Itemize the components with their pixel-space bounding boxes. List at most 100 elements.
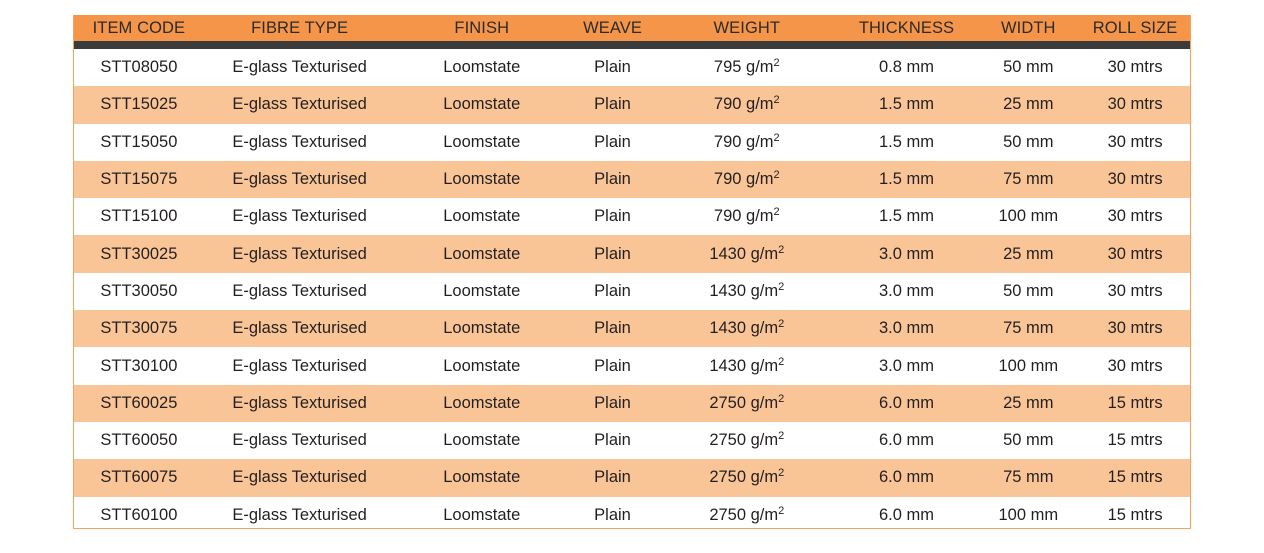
table-row: STT60050 E-glass Texturised Loomstate Plain… — [74, 422, 1190, 459]
roll-size-cell: 30 mtrs — [1107, 356, 1163, 375]
roll-size-cell: 30 mtrs — [1107, 207, 1163, 226]
weave-cell: Plain — [594, 393, 631, 412]
weight-value: 2750 — [709, 505, 747, 524]
weave-cell: Plain — [594, 244, 631, 263]
weight-cell: 2750 g/m2 — [657, 468, 837, 487]
thickness-cell: 0.8 mm — [878, 58, 934, 77]
weave-cell: Plain — [594, 281, 631, 300]
weight-unit: g/m — [746, 207, 774, 226]
fibre-type-cell: E-glass Texturised — [232, 170, 367, 189]
table-row: STT30050 E-glass Texturised Loomstate Plain… — [74, 273, 1190, 310]
weight-cell: 1430 g/m2 — [657, 243, 837, 264]
fibre-type-cell: E-glass Texturised — [232, 95, 367, 114]
table-row: STT30025 E-glass Texturised Loomstate Plain… — [74, 235, 1190, 273]
width-cell: 50 mm — [1003, 132, 1054, 151]
weave-cell: Plain — [594, 58, 631, 77]
weight-value: 2750 — [709, 468, 747, 487]
weight-unit-exponent: 2 — [778, 504, 785, 517]
fibre-type-cell: E-glass Texturised — [232, 431, 367, 450]
finish-cell: Loomstate — [443, 281, 521, 300]
table-row: STT08050 E-glass Texturised Loomstate Plain… — [74, 49, 1190, 86]
weight-unit: g/m — [750, 244, 779, 263]
finish-cell: Loomstate — [443, 468, 521, 487]
weight-cell: 1430 g/m2 — [657, 356, 837, 376]
finish-cell: Loomstate — [443, 58, 521, 77]
table-row: STT15075 E-glass Texturised Loomstate Plain… — [74, 160, 1190, 199]
table-row: STT30075 E-glass Texturised Loomstate Plain… — [74, 310, 1190, 348]
header-weave: WEAVE — [583, 18, 642, 37]
fibre-type-cell: E-glass Texturised — [232, 319, 367, 338]
header-weight: WEIGHT — [713, 18, 781, 37]
weave-cell: Plain — [594, 431, 631, 450]
weight-unit-exponent: 2 — [773, 206, 780, 219]
item-code-cell: STT30050 — [100, 281, 178, 300]
thickness-cell: 6.0 mm — [878, 393, 934, 412]
weight-unit: g/m — [750, 431, 779, 450]
header-fibre-type: FIBRE TYPE — [251, 18, 349, 37]
width-cell: 50 mm — [1003, 281, 1054, 300]
header-roll-size: ROLL SIZE — [1092, 18, 1178, 37]
weight-cell: 790 g/m2 — [657, 207, 837, 226]
weight-unit-exponent: 2 — [773, 57, 780, 70]
thickness-cell: 3.0 mm — [878, 356, 934, 375]
finish-cell: Loomstate — [443, 207, 521, 226]
weight-unit: g/m — [750, 505, 779, 524]
finish-cell: Loomstate — [443, 170, 521, 189]
weight-value: 790 — [713, 207, 742, 226]
roll-size-cell: 30 mtrs — [1107, 281, 1163, 300]
weight-value: 1430 — [709, 319, 747, 338]
roll-size-cell: 15 mtrs — [1107, 431, 1163, 450]
thickness-cell: 3.0 mm — [878, 244, 934, 263]
weave-cell: Plain — [594, 356, 631, 375]
weight-unit: g/m — [750, 356, 779, 375]
width-cell: 25 mm — [1003, 95, 1054, 114]
weight-cell: 1430 g/m2 — [657, 280, 837, 301]
weight-unit: g/m — [750, 319, 779, 338]
table-row: STT60075 E-glass Texturised Loomstate Plain… — [74, 459, 1190, 497]
finish-cell: Loomstate — [443, 95, 521, 114]
width-cell: 75 mm — [1003, 468, 1054, 487]
weight-unit-exponent: 2 — [778, 318, 785, 331]
fibre-type-cell: E-glass Texturised — [232, 207, 367, 226]
finish-cell: Loomstate — [443, 431, 521, 450]
width-cell: 25 mm — [1003, 244, 1054, 263]
item-code-cell: STT60025 — [100, 393, 178, 412]
weight-unit-exponent: 2 — [778, 280, 785, 293]
fibre-type-cell: E-glass Texturised — [232, 393, 367, 412]
roll-size-cell: 30 mtrs — [1107, 170, 1163, 189]
width-cell: 50 mm — [1003, 58, 1054, 77]
table-body: STT08050 E-glass Texturised Loomstate Plain… — [74, 49, 1190, 534]
weave-cell: Plain — [594, 132, 631, 151]
weight-unit: g/m — [750, 393, 779, 412]
weight-unit: g/m — [746, 95, 774, 114]
fibre-type-cell: E-glass Texturised — [232, 356, 367, 375]
width-cell: 100 mm — [998, 207, 1059, 226]
roll-size-cell: 30 mtrs — [1107, 319, 1163, 338]
finish-cell: Loomstate — [443, 356, 521, 375]
header-finish: FINISH — [454, 18, 510, 37]
width-cell: 75 mm — [1003, 170, 1054, 189]
weave-cell: Plain — [594, 505, 631, 524]
weight-cell: 2750 g/m2 — [657, 504, 837, 525]
roll-size-cell: 30 mtrs — [1107, 95, 1163, 114]
fibre-type-cell: E-glass Texturised — [232, 244, 367, 263]
weight-cell: 2750 g/m2 — [657, 393, 837, 413]
item-code-cell: STT15100 — [100, 207, 178, 226]
weight-unit-exponent: 2 — [778, 430, 785, 443]
weight-unit-exponent: 2 — [773, 169, 780, 182]
weight-unit: g/m — [746, 58, 774, 77]
weight-unit: g/m — [750, 281, 779, 300]
weight-unit-exponent: 2 — [778, 467, 785, 480]
width-cell: 25 mm — [1003, 393, 1054, 412]
finish-cell: Loomstate — [443, 393, 521, 412]
weight-value: 1430 — [709, 244, 747, 263]
weight-unit: g/m — [746, 170, 774, 189]
roll-size-cell: 15 mtrs — [1107, 468, 1163, 487]
finish-cell: Loomstate — [443, 132, 521, 151]
width-cell: 100 mm — [998, 505, 1059, 524]
weight-unit-exponent: 2 — [778, 243, 785, 256]
item-code-cell: STT60100 — [100, 505, 178, 524]
roll-size-cell: 15 mtrs — [1107, 393, 1163, 412]
finish-cell: Loomstate — [443, 319, 521, 338]
item-code-cell: STT15025 — [100, 95, 178, 114]
